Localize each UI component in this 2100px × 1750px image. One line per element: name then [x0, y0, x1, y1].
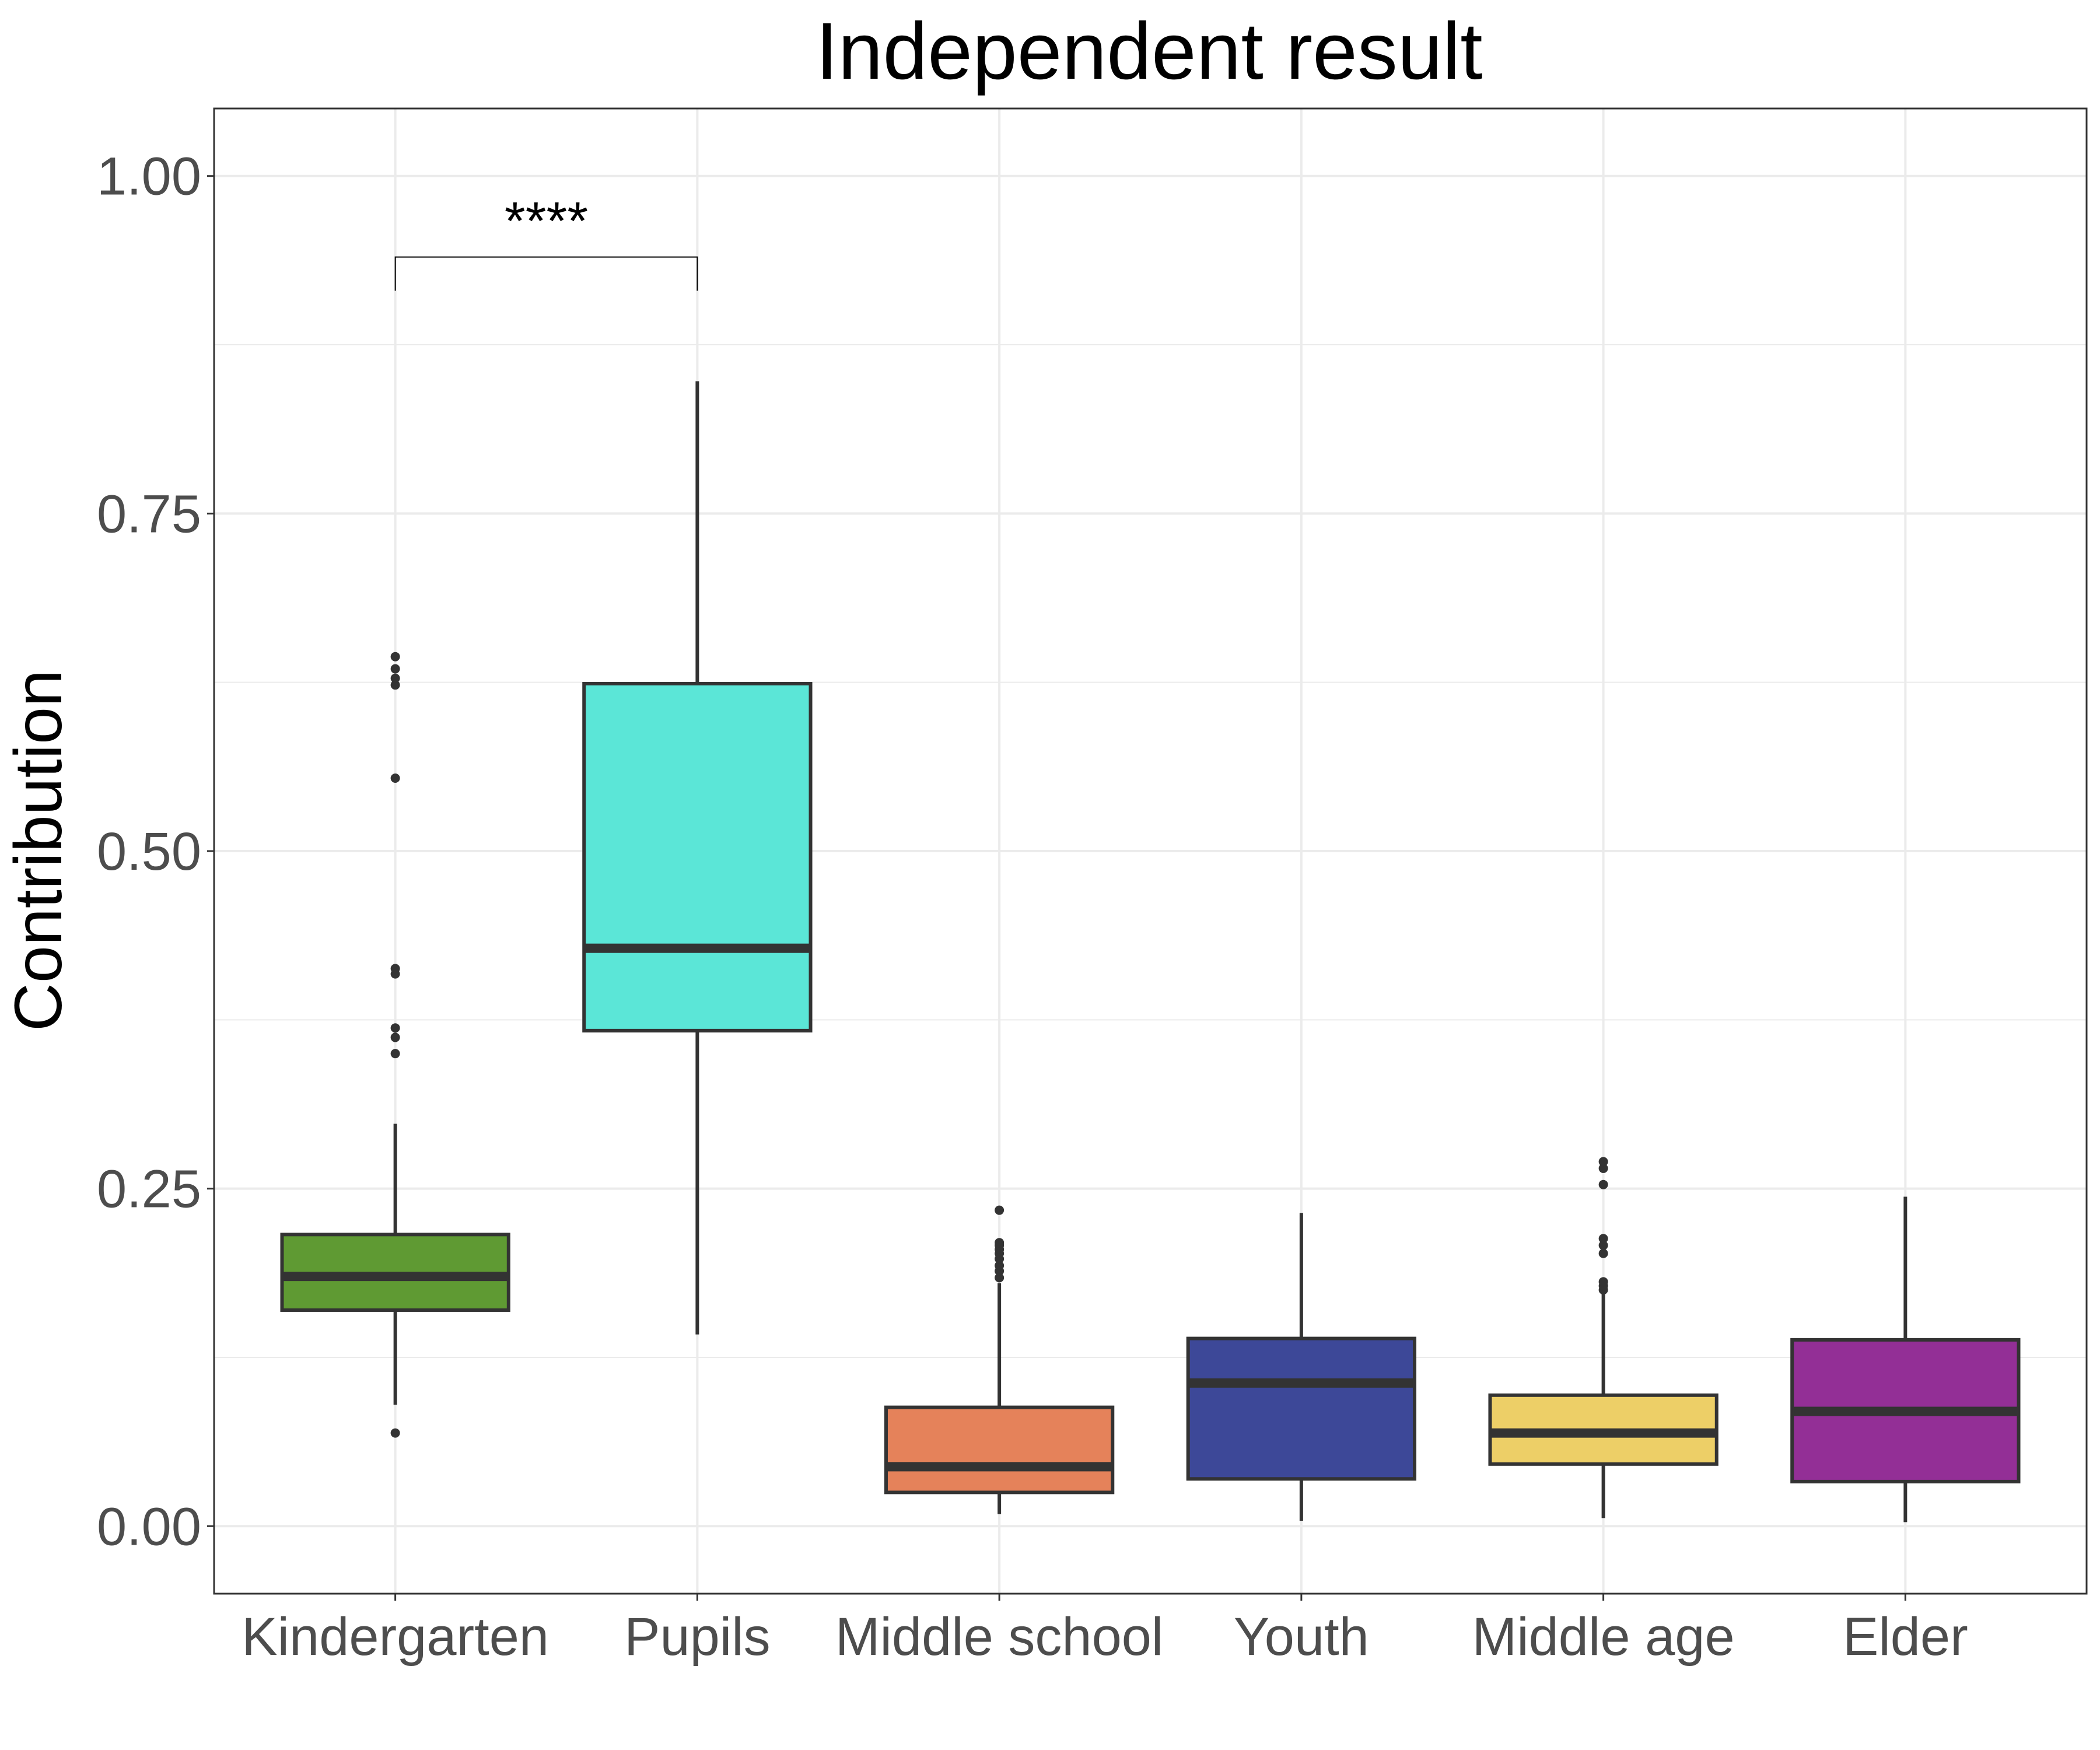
x-tick-label: Middle school	[835, 1607, 1164, 1667]
outlier-point	[390, 1032, 400, 1042]
chart-title: Independent result	[816, 6, 1482, 96]
outlier-point	[1598, 1248, 1608, 1258]
x-tick-label: Pupils	[624, 1607, 771, 1667]
outlier-point	[390, 673, 400, 683]
y-tick-label: 0.25	[97, 1160, 201, 1219]
annotation-layer: ****	[394, 192, 698, 291]
box-iqr	[1186, 1336, 1417, 1481]
significance-label: ****	[505, 192, 588, 251]
outlier-point	[1598, 1240, 1608, 1250]
outlier-point	[995, 1261, 1005, 1270]
significance-bracket	[394, 256, 698, 291]
box-iqr	[884, 1405, 1115, 1494]
x-tick-label: Middle age	[1472, 1607, 1735, 1667]
outlier-point	[390, 1428, 400, 1438]
axis-layer: 0.00 0.25 0.50 0.75 1.00 Kindergarten Pupils Mi…	[97, 147, 1968, 1667]
outlier-point	[1598, 1163, 1608, 1173]
outlier-point	[390, 652, 400, 662]
outlier-point	[390, 964, 400, 974]
outlier-point	[390, 1023, 400, 1033]
outlier-point	[390, 774, 400, 783]
y-tick-label: 0.75	[97, 484, 201, 544]
outlier-point	[1598, 1180, 1608, 1189]
x-tick-label: Kindergarten	[242, 1607, 549, 1667]
outlier-point	[390, 664, 400, 674]
y-tick-label: 0.00	[97, 1497, 201, 1556]
box-layer	[280, 381, 2021, 1522]
outlier-point	[1598, 1157, 1608, 1167]
x-tick-label: Youth	[1234, 1607, 1369, 1667]
y-axis-label: Contribution	[1, 670, 76, 1031]
y-tick-label: 1.00	[97, 147, 201, 206]
outlier-point	[995, 1273, 1005, 1283]
y-tick-label: 0.50	[97, 822, 201, 881]
outlier-point	[390, 680, 400, 690]
outlier-point	[1598, 1277, 1608, 1287]
outlier-point	[390, 1049, 400, 1059]
outlier-point	[995, 1205, 1005, 1215]
x-tick-label: Elder	[1843, 1607, 1968, 1667]
outlier-point	[995, 1238, 1005, 1248]
box-iqr	[582, 681, 813, 1032]
outlier-point	[1598, 1234, 1608, 1244]
